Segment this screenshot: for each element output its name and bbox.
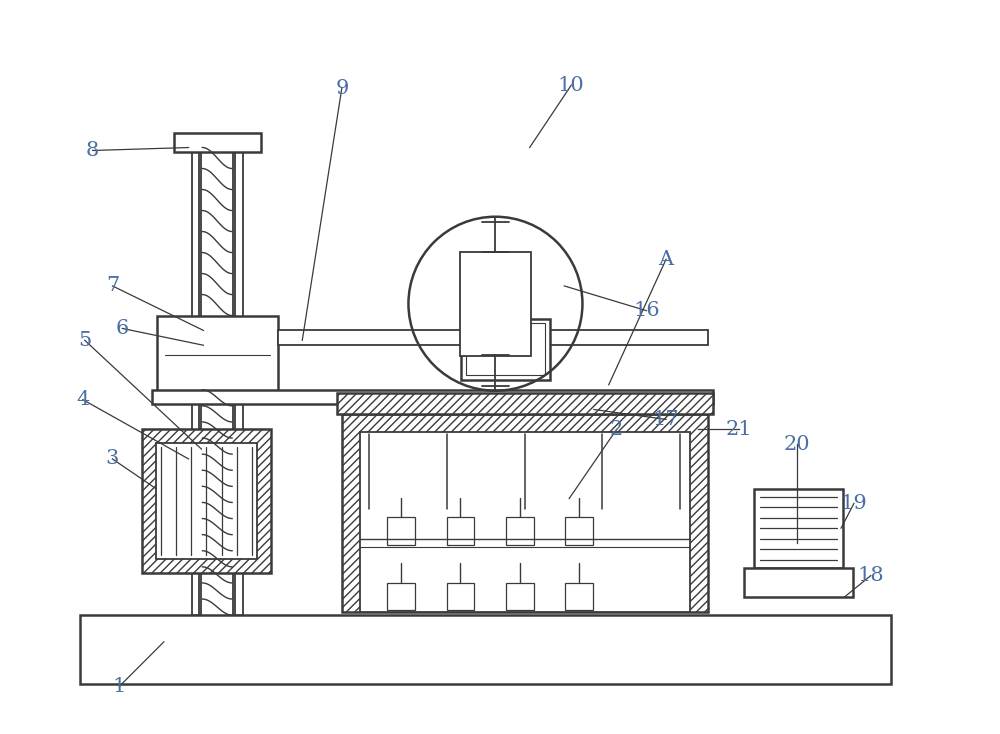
Bar — [447, 517, 474, 545]
Bar — [754, 489, 843, 567]
Text: 6: 6 — [116, 319, 129, 338]
Bar — [387, 517, 415, 545]
Bar — [152, 390, 713, 404]
Bar — [192, 148, 199, 615]
Bar — [447, 583, 474, 610]
Bar — [460, 252, 531, 356]
Text: 17: 17 — [653, 410, 679, 429]
Text: 2: 2 — [610, 420, 623, 439]
Bar — [461, 319, 550, 380]
Bar — [565, 517, 593, 545]
Bar — [80, 615, 891, 684]
Text: 1: 1 — [113, 677, 126, 696]
Bar — [337, 393, 713, 415]
Bar — [342, 415, 708, 612]
Text: 18: 18 — [857, 566, 884, 585]
Text: 20: 20 — [783, 435, 810, 454]
Bar — [506, 583, 534, 610]
Text: 7: 7 — [106, 277, 119, 295]
Bar — [744, 567, 853, 597]
Bar — [157, 316, 278, 395]
Bar — [156, 443, 257, 559]
Text: 5: 5 — [78, 331, 91, 350]
Text: 9: 9 — [335, 79, 349, 98]
Bar — [466, 324, 545, 375]
Text: 19: 19 — [841, 494, 867, 513]
Text: A: A — [659, 250, 674, 269]
Bar — [278, 330, 708, 345]
Text: 10: 10 — [558, 76, 585, 95]
Text: 4: 4 — [76, 390, 89, 409]
Bar — [142, 429, 271, 573]
Text: 3: 3 — [106, 449, 119, 468]
Bar — [506, 517, 534, 545]
Bar — [360, 432, 690, 612]
Bar — [174, 133, 261, 153]
Bar — [387, 583, 415, 610]
Text: 21: 21 — [726, 420, 753, 439]
Text: 8: 8 — [86, 141, 99, 160]
Bar — [565, 583, 593, 610]
Text: 16: 16 — [633, 301, 660, 320]
Bar — [235, 148, 243, 615]
